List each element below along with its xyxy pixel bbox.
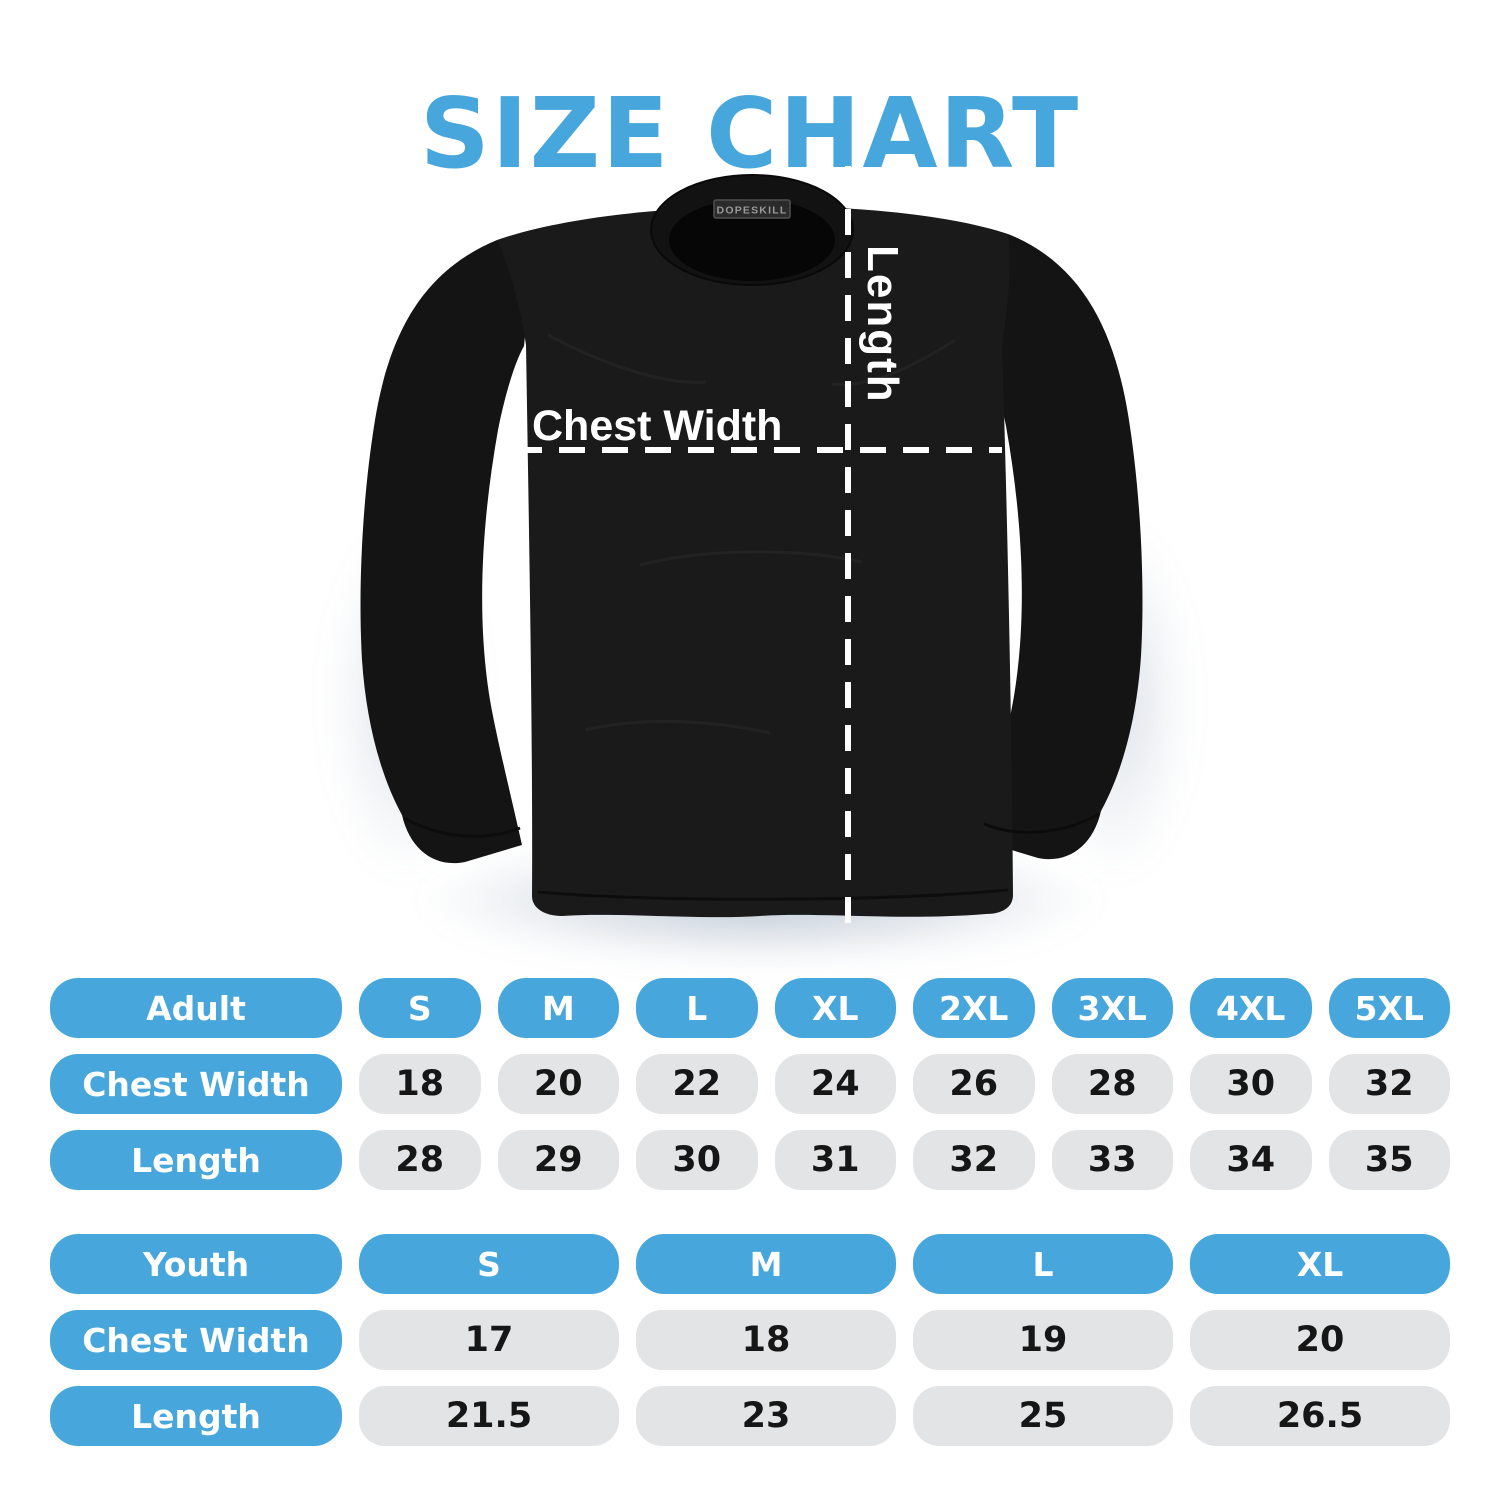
tshirt-body xyxy=(497,206,1013,918)
value-cell: 25 xyxy=(913,1386,1173,1446)
value-cell: 34 xyxy=(1190,1130,1312,1190)
value-cell: 23 xyxy=(636,1386,896,1446)
value-cell: 28 xyxy=(359,1130,481,1190)
adult-header-row: Adult S M L XL 2XL 3XL 4XL 5XL xyxy=(50,978,1450,1038)
right-cuff-seam xyxy=(983,812,1100,834)
tshirt-diagram: DOPESKILL Chest Width Length xyxy=(330,174,1190,965)
adult-size-xl: XL xyxy=(774,978,896,1038)
chest-width-label: Chest Width xyxy=(532,402,782,450)
value-cell: 29 xyxy=(497,1130,619,1190)
adult-size-m: M xyxy=(497,978,619,1038)
value-cell: 22 xyxy=(636,1054,758,1114)
row-label: Length xyxy=(50,1130,342,1190)
page-title: SIZE CHART xyxy=(419,76,1081,190)
tshirt-graphic: DOPESKILL Chest Width Length xyxy=(360,174,1143,918)
value-cell: 18 xyxy=(636,1310,896,1370)
value-cell: 24 xyxy=(774,1054,896,1114)
value-cell: 33 xyxy=(1051,1130,1173,1190)
adult-size-5xl: 5XL xyxy=(1328,978,1450,1038)
fabric-wrinkles xyxy=(547,333,956,735)
value-cell: 31 xyxy=(774,1130,896,1190)
youth-header-row: Youth S M L XL xyxy=(50,1234,1450,1294)
row-label: Chest Width xyxy=(50,1054,342,1114)
youth-size-l: L xyxy=(913,1234,1173,1294)
value-cell: 20 xyxy=(497,1054,619,1114)
youth-size-m: M xyxy=(636,1234,896,1294)
row-label: Length xyxy=(50,1386,342,1446)
adult-size-table: Adult S M L XL 2XL 3XL 4XL 5XL Chest Wid… xyxy=(50,978,1450,1190)
youth-chest-width-row: Chest Width 17 18 19 20 xyxy=(50,1310,1450,1370)
tshirt-left-sleeve xyxy=(360,240,526,864)
adult-size-3xl: 3XL xyxy=(1051,978,1173,1038)
left-cuff-seam xyxy=(403,816,521,838)
youth-size-table: Youth S M L XL Chest Width 17 18 19 20 L… xyxy=(50,1234,1450,1446)
value-cell: 18 xyxy=(359,1054,481,1114)
youth-length-row: Length 21.5 23 25 26.5 xyxy=(50,1386,1450,1446)
value-cell: 26 xyxy=(913,1054,1035,1114)
adult-size-s: S xyxy=(359,978,481,1038)
value-cell: 32 xyxy=(1328,1054,1450,1114)
value-cell: 19 xyxy=(913,1310,1173,1370)
value-cell: 21.5 xyxy=(359,1386,619,1446)
hem-seam xyxy=(537,888,1009,901)
adult-size-l: L xyxy=(636,978,758,1038)
value-cell: 35 xyxy=(1328,1130,1450,1190)
collar-opening xyxy=(669,199,835,281)
value-cell: 32 xyxy=(913,1130,1035,1190)
adult-size-2xl: 2XL xyxy=(913,978,1035,1038)
tshirt-right-sleeve xyxy=(978,234,1143,860)
length-label: Length xyxy=(858,245,907,404)
value-cell: 28 xyxy=(1051,1054,1173,1114)
adult-length-row: Length 28 29 30 31 32 33 34 35 xyxy=(50,1130,1450,1190)
youth-table-title: Youth xyxy=(50,1234,342,1294)
brand-tag xyxy=(713,199,791,219)
value-cell: 20 xyxy=(1190,1310,1450,1370)
value-cell: 30 xyxy=(636,1130,758,1190)
adult-size-4xl: 4XL xyxy=(1190,978,1312,1038)
row-label: Chest Width xyxy=(50,1310,342,1370)
adult-table-title: Adult xyxy=(50,978,342,1038)
youth-size-s: S xyxy=(359,1234,619,1294)
value-cell: 30 xyxy=(1190,1054,1312,1114)
value-cell: 26.5 xyxy=(1190,1386,1450,1446)
brand-tag-label: DOPESKILL xyxy=(717,205,788,217)
youth-size-xl: XL xyxy=(1190,1234,1450,1294)
value-cell: 17 xyxy=(359,1310,619,1370)
adult-chest-width-row: Chest Width 18 20 22 24 26 28 30 32 xyxy=(50,1054,1450,1114)
